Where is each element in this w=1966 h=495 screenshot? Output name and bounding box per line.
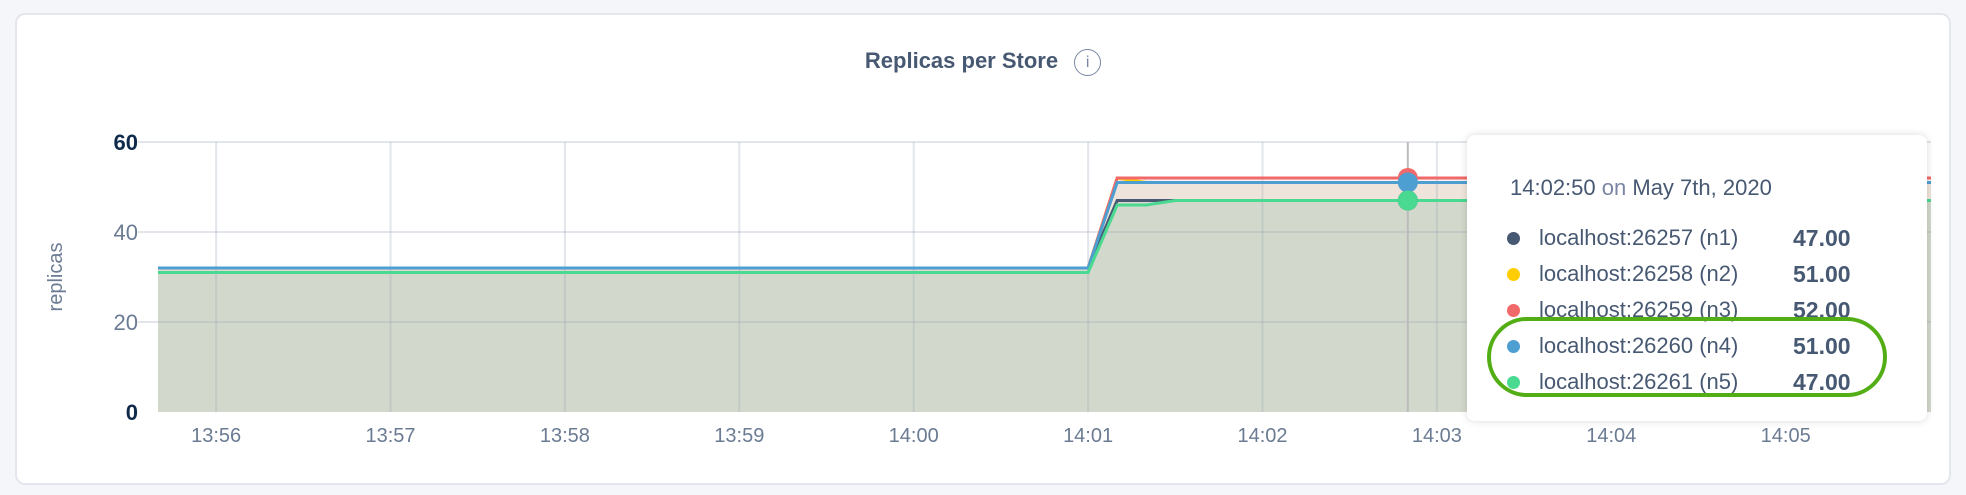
y-tick-label: 20: [114, 310, 138, 335]
series-dot-icon: [1507, 232, 1520, 245]
x-tick-label: 13:57: [365, 425, 415, 447]
y-tick-label: 0: [126, 400, 138, 425]
series-line-5: [158, 199, 1931, 274]
y-tick-label: 40: [114, 220, 138, 245]
tooltip-label: localhost:26257 (n1): [1539, 225, 1739, 250]
series-dot-icon: [1507, 304, 1520, 317]
tooltip-row-n2: localhost:26258 (n2) 51.00: [1507, 256, 1907, 292]
tooltip-row-n5: localhost:26261 (n5) 47.00: [1507, 364, 1907, 400]
tooltip-label: localhost:26260 (n4): [1539, 333, 1739, 358]
highlight-annotation: [1487, 317, 1887, 397]
series-dot-icon: [1507, 268, 1520, 281]
tooltip-timestamp: 14:02:50 on May 7th, 2020: [1510, 175, 1772, 201]
tooltip-label: localhost:26258 (n2): [1539, 261, 1739, 286]
tooltip-date: May 7th, 2020: [1632, 175, 1772, 200]
hover-marker-5: [1397, 190, 1418, 211]
tooltip-on: on: [1601, 175, 1627, 200]
chart-title-text: Replicas per Store: [864, 48, 1059, 73]
x-tick-label: 14:00: [889, 425, 939, 447]
chart-title: Replicas per Store i: [0, 48, 1966, 76]
y-axis-label: replicas: [45, 243, 67, 312]
x-tick-label: 13:59: [714, 425, 764, 447]
x-tick-label: 14:01: [1063, 425, 1113, 447]
tooltip-row-n1: localhost:26257 (n1) 47.00: [1507, 220, 1907, 256]
hover-marker-4: [1397, 172, 1418, 193]
x-tick-label: 14:04: [1586, 425, 1636, 447]
x-tick-label: 14:02: [1237, 425, 1287, 447]
tooltip-time: 14:02:50: [1510, 175, 1596, 200]
y-tick-label: 60: [114, 130, 138, 155]
x-tick-label: 14:03: [1412, 425, 1462, 447]
tooltip-value: 51.00: [1793, 333, 1851, 359]
tooltip-value: 51.00: [1793, 261, 1851, 287]
tooltip-value: 47.00: [1793, 369, 1851, 395]
info-icon[interactable]: i: [1074, 48, 1102, 76]
x-tick-label: 13:56: [191, 425, 241, 447]
x-tick-label: 13:58: [540, 425, 590, 447]
tooltip-label: localhost:26261 (n5): [1539, 369, 1739, 394]
tooltip-value: 47.00: [1793, 225, 1851, 251]
tooltip-row-n4: localhost:26260 (n4) 51.00: [1507, 328, 1907, 364]
x-tick-label: 14:05: [1761, 425, 1811, 447]
